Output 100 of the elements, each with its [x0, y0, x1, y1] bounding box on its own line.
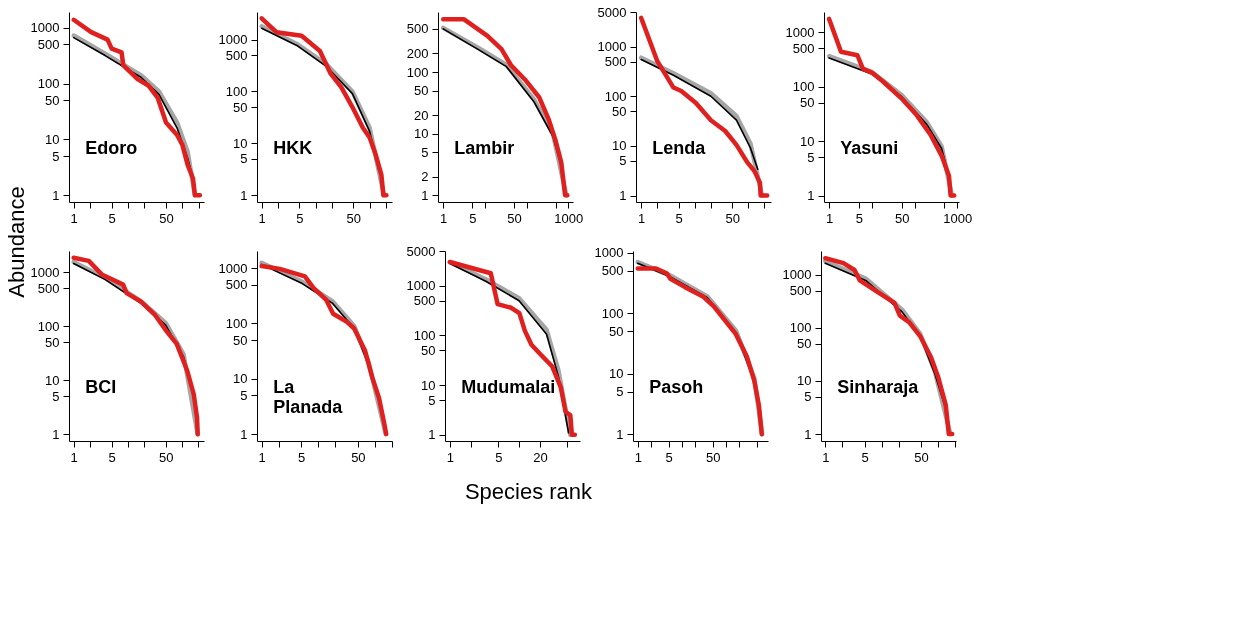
text: Yasuni — [840, 137, 899, 158]
x-tick-label: 1 — [446, 449, 454, 465]
x-tick-label: 50 — [159, 210, 174, 226]
x-tick-label: 5 — [861, 449, 869, 465]
x-tick-label: 1 — [634, 449, 642, 465]
y-tick-label: 1 — [52, 426, 60, 442]
x-tick-label: 50 — [725, 210, 740, 226]
y-tick-label: 5 — [52, 148, 60, 164]
y-tick-label: 1 — [619, 188, 627, 204]
x-tick-label: 1 — [70, 449, 78, 465]
y-tick-label: 1 — [240, 187, 248, 203]
y-tick-label: 500 — [225, 47, 248, 63]
y-tick-label: 5 — [52, 389, 60, 404]
x-tick-label: 50 — [346, 210, 362, 226]
y-tick-label: 1 — [52, 187, 60, 203]
y-tick-label: 1 — [807, 188, 815, 203]
y-tick-label: 1000 — [594, 245, 624, 261]
y-tick-label: 1000 — [218, 32, 248, 48]
y-tick-label: 500 — [406, 21, 429, 37]
x-tick-label: 5 — [675, 210, 683, 226]
x-tick-label: 20 — [533, 449, 548, 465]
y-tick-label: 20 — [414, 107, 429, 123]
y-tick-label: 10 — [45, 131, 60, 147]
y-tick-label: 5000 — [406, 243, 436, 259]
text: Pasoh — [649, 376, 704, 397]
text: Edoro — [85, 137, 138, 158]
y-tick-label: 200 — [406, 45, 429, 61]
y-tick-label: 50 — [612, 103, 627, 119]
y-tick-label: 1000 — [218, 260, 248, 276]
text: Sinharaja — [837, 376, 920, 397]
y-tick-label: 1000 — [785, 24, 815, 40]
y-tick-label: 50 — [233, 99, 248, 115]
y-tick-label: 500 — [225, 277, 248, 293]
x-tick-label: 1 — [258, 210, 266, 226]
x-tick-label: 1 — [258, 449, 266, 465]
y-tick-label: 1000 — [406, 278, 436, 294]
x-axis-title: Species rank — [464, 479, 594, 504]
y-tick-label: 500 — [604, 54, 627, 70]
y-tick-label: 500 — [601, 263, 624, 279]
y-tick-label: 10 — [612, 138, 627, 154]
x-tick-label: 1 — [825, 210, 834, 226]
y-tick-label: 10 — [414, 126, 429, 142]
y-tick-label: 100 — [604, 88, 627, 104]
y-tick-label: 500 — [789, 283, 812, 299]
y-tick-label: 50 — [421, 342, 436, 358]
y-tick-label: 1 — [428, 427, 436, 443]
y-tick-label: 100 — [413, 327, 436, 343]
y-tick-label: 500 — [37, 280, 60, 296]
y-tick-label: 10 — [421, 377, 436, 393]
y-tick-label: 5 — [240, 387, 248, 403]
y-tick-label: 50 — [233, 332, 248, 348]
x-tick-label: 5 — [298, 449, 306, 465]
y-tick-label: 1000 — [782, 267, 812, 283]
y-axis-title: Abundance — [4, 186, 29, 298]
x-tick-label: 50 — [158, 449, 174, 465]
y-tick-label: 100 — [225, 315, 248, 331]
y-tick-label: 5 — [428, 392, 436, 408]
y-tick-label: 10 — [233, 371, 248, 387]
x-tick-label: 50 — [705, 449, 721, 465]
text: Lambir — [454, 137, 515, 158]
x-tick-label: 5 — [469, 210, 477, 226]
y-tick-label: 10 — [609, 366, 624, 382]
x-tick-label: 5 — [665, 449, 673, 465]
y-tick-label: 100 — [601, 305, 624, 321]
y-tick-label: 50 — [797, 336, 812, 352]
y-tick-label: 50 — [45, 92, 60, 108]
y-tick-label: 5 — [240, 151, 248, 167]
y-tick-label: 10 — [233, 135, 248, 151]
y-tick-label: 100 — [792, 79, 815, 95]
x-tick-label: 1 — [70, 210, 78, 226]
x-tick-label: 1 — [440, 210, 448, 226]
y-tick-label: 10 — [800, 133, 815, 149]
y-tick-label: 500 — [37, 36, 60, 52]
y-tick-label: 10 — [797, 373, 812, 389]
y-tick-label: 100 — [225, 83, 248, 99]
y-tick-label: 50 — [609, 323, 624, 339]
text: BCI — [85, 376, 117, 397]
y-tick-label: 100 — [789, 320, 812, 336]
y-tick-label: 50 — [45, 334, 60, 350]
y-tick-label: 1000 — [30, 20, 60, 36]
y-tick-label: 50 — [414, 83, 429, 99]
y-tick-label: 1 — [616, 426, 624, 442]
y-tick-label: 500 — [413, 293, 436, 309]
text: HKK — [273, 137, 313, 158]
text: Lenda — [652, 137, 707, 158]
y-tick-label: 500 — [792, 40, 815, 56]
x-tick-label: 1 — [822, 449, 830, 465]
y-tick-label: 10 — [45, 372, 60, 388]
y-tick-label: 5000 — [597, 4, 627, 20]
y-tick-label: 100 — [37, 318, 60, 334]
y-tick-label: 5 — [619, 153, 627, 169]
text: La Planada — [273, 376, 344, 417]
x-tick-label: 50 — [914, 449, 929, 465]
x-tick-label: 1 — [638, 210, 646, 226]
y-tick-label: 1 — [804, 426, 812, 442]
x-tick-label: 5 — [855, 210, 864, 226]
y-tick-label: 100 — [37, 76, 60, 91]
x-tick-label: 5 — [108, 210, 116, 226]
y-tick-label: 5 — [421, 144, 429, 160]
text: Mudumalai — [461, 376, 556, 397]
